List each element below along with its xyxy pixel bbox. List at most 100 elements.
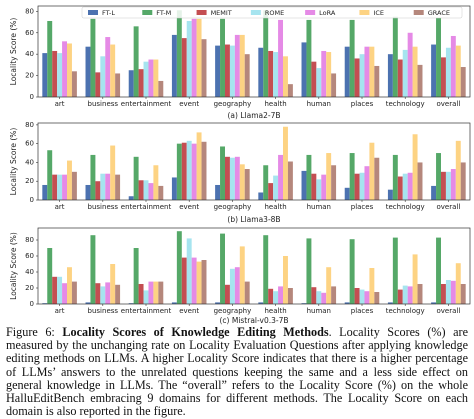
figure: art business entertainment event geography he… xyxy=(9,5,471,325)
bar xyxy=(306,19,312,97)
bar xyxy=(258,192,264,200)
bar xyxy=(244,169,250,200)
bar xyxy=(85,184,91,200)
bar xyxy=(273,175,279,200)
legend-swatch xyxy=(413,10,424,15)
bar xyxy=(321,292,327,304)
bar xyxy=(100,56,106,97)
bar xyxy=(176,143,182,200)
bar xyxy=(67,267,72,304)
y-tick-label: 0 xyxy=(30,300,34,308)
plot-frame xyxy=(37,227,471,305)
x-tick-label: places xyxy=(351,307,374,315)
bar xyxy=(181,38,187,97)
legend-label: FT-M xyxy=(156,9,171,17)
x-tick-label: human xyxy=(307,307,331,315)
bar xyxy=(407,32,413,97)
bar xyxy=(349,153,355,200)
bar xyxy=(115,73,121,97)
figure-caption: Figure 6: Locality Scores of Knowledge E… xyxy=(6,325,468,419)
bar xyxy=(407,172,413,200)
x-tick-label: entertainment xyxy=(121,307,172,315)
bar xyxy=(412,134,418,200)
bar xyxy=(354,58,360,97)
bar xyxy=(171,302,177,304)
bar xyxy=(278,286,284,304)
plot-frame xyxy=(37,5,471,98)
bar xyxy=(138,284,144,304)
bar xyxy=(110,145,116,200)
bar xyxy=(344,302,350,304)
legend-swatch xyxy=(359,10,370,15)
bar xyxy=(201,141,207,200)
bar xyxy=(359,289,365,304)
bar xyxy=(138,69,144,97)
bar xyxy=(110,44,116,97)
x-tick-label: places xyxy=(351,100,374,108)
bar xyxy=(158,281,164,304)
x-tick-label: human xyxy=(307,100,331,108)
bar xyxy=(283,256,288,304)
bar xyxy=(445,47,451,97)
bar xyxy=(90,154,96,200)
bar xyxy=(364,166,370,200)
bar xyxy=(445,171,451,200)
bar xyxy=(57,276,63,304)
bar xyxy=(224,156,230,200)
bar xyxy=(344,46,350,97)
y-tick-label: 0 xyxy=(30,196,34,204)
bar xyxy=(316,179,322,200)
bar xyxy=(397,59,403,97)
bar xyxy=(450,280,456,304)
bar xyxy=(171,177,177,200)
caption-text: . Locality Scores (%) are measured by th… xyxy=(6,325,468,419)
bar xyxy=(176,10,182,98)
bar xyxy=(436,17,441,97)
bar xyxy=(402,173,408,200)
legend-label: GRACE xyxy=(428,9,450,17)
bar xyxy=(402,285,408,304)
bar xyxy=(244,54,250,97)
bar xyxy=(105,173,111,200)
bar xyxy=(364,46,370,97)
bar xyxy=(115,284,121,304)
y-tick-label: 80 xyxy=(25,121,34,129)
bar xyxy=(306,154,312,200)
bar xyxy=(440,284,446,304)
bar xyxy=(369,142,375,200)
bar xyxy=(263,165,269,200)
bar xyxy=(191,143,197,200)
bar xyxy=(143,290,149,304)
legend-frame xyxy=(81,6,463,19)
bar xyxy=(326,52,332,97)
bar xyxy=(287,161,293,200)
bar xyxy=(263,10,269,98)
bar xyxy=(321,174,327,200)
bar xyxy=(316,291,322,304)
bar xyxy=(354,173,360,200)
bar xyxy=(191,18,197,97)
bar xyxy=(268,288,274,304)
bar xyxy=(143,61,149,97)
bar xyxy=(387,302,393,304)
bar xyxy=(57,174,63,200)
bar xyxy=(100,286,106,304)
bar xyxy=(283,56,288,97)
x-tick-label: event xyxy=(179,203,199,211)
bar xyxy=(110,264,116,304)
bar xyxy=(349,19,355,97)
x-tick-label: places xyxy=(351,203,374,211)
bar xyxy=(153,165,159,200)
bar xyxy=(128,70,134,97)
bar xyxy=(95,181,101,200)
bar xyxy=(215,184,221,200)
subplot-caption: (a) Llama2-7B xyxy=(228,111,281,120)
bar xyxy=(364,291,370,304)
bar xyxy=(133,26,139,97)
bar xyxy=(397,176,403,200)
bar xyxy=(412,46,418,97)
bar xyxy=(115,174,121,200)
x-tick-label: event xyxy=(179,307,199,315)
bar xyxy=(176,231,182,304)
y-tick-label: 80 xyxy=(25,7,34,15)
